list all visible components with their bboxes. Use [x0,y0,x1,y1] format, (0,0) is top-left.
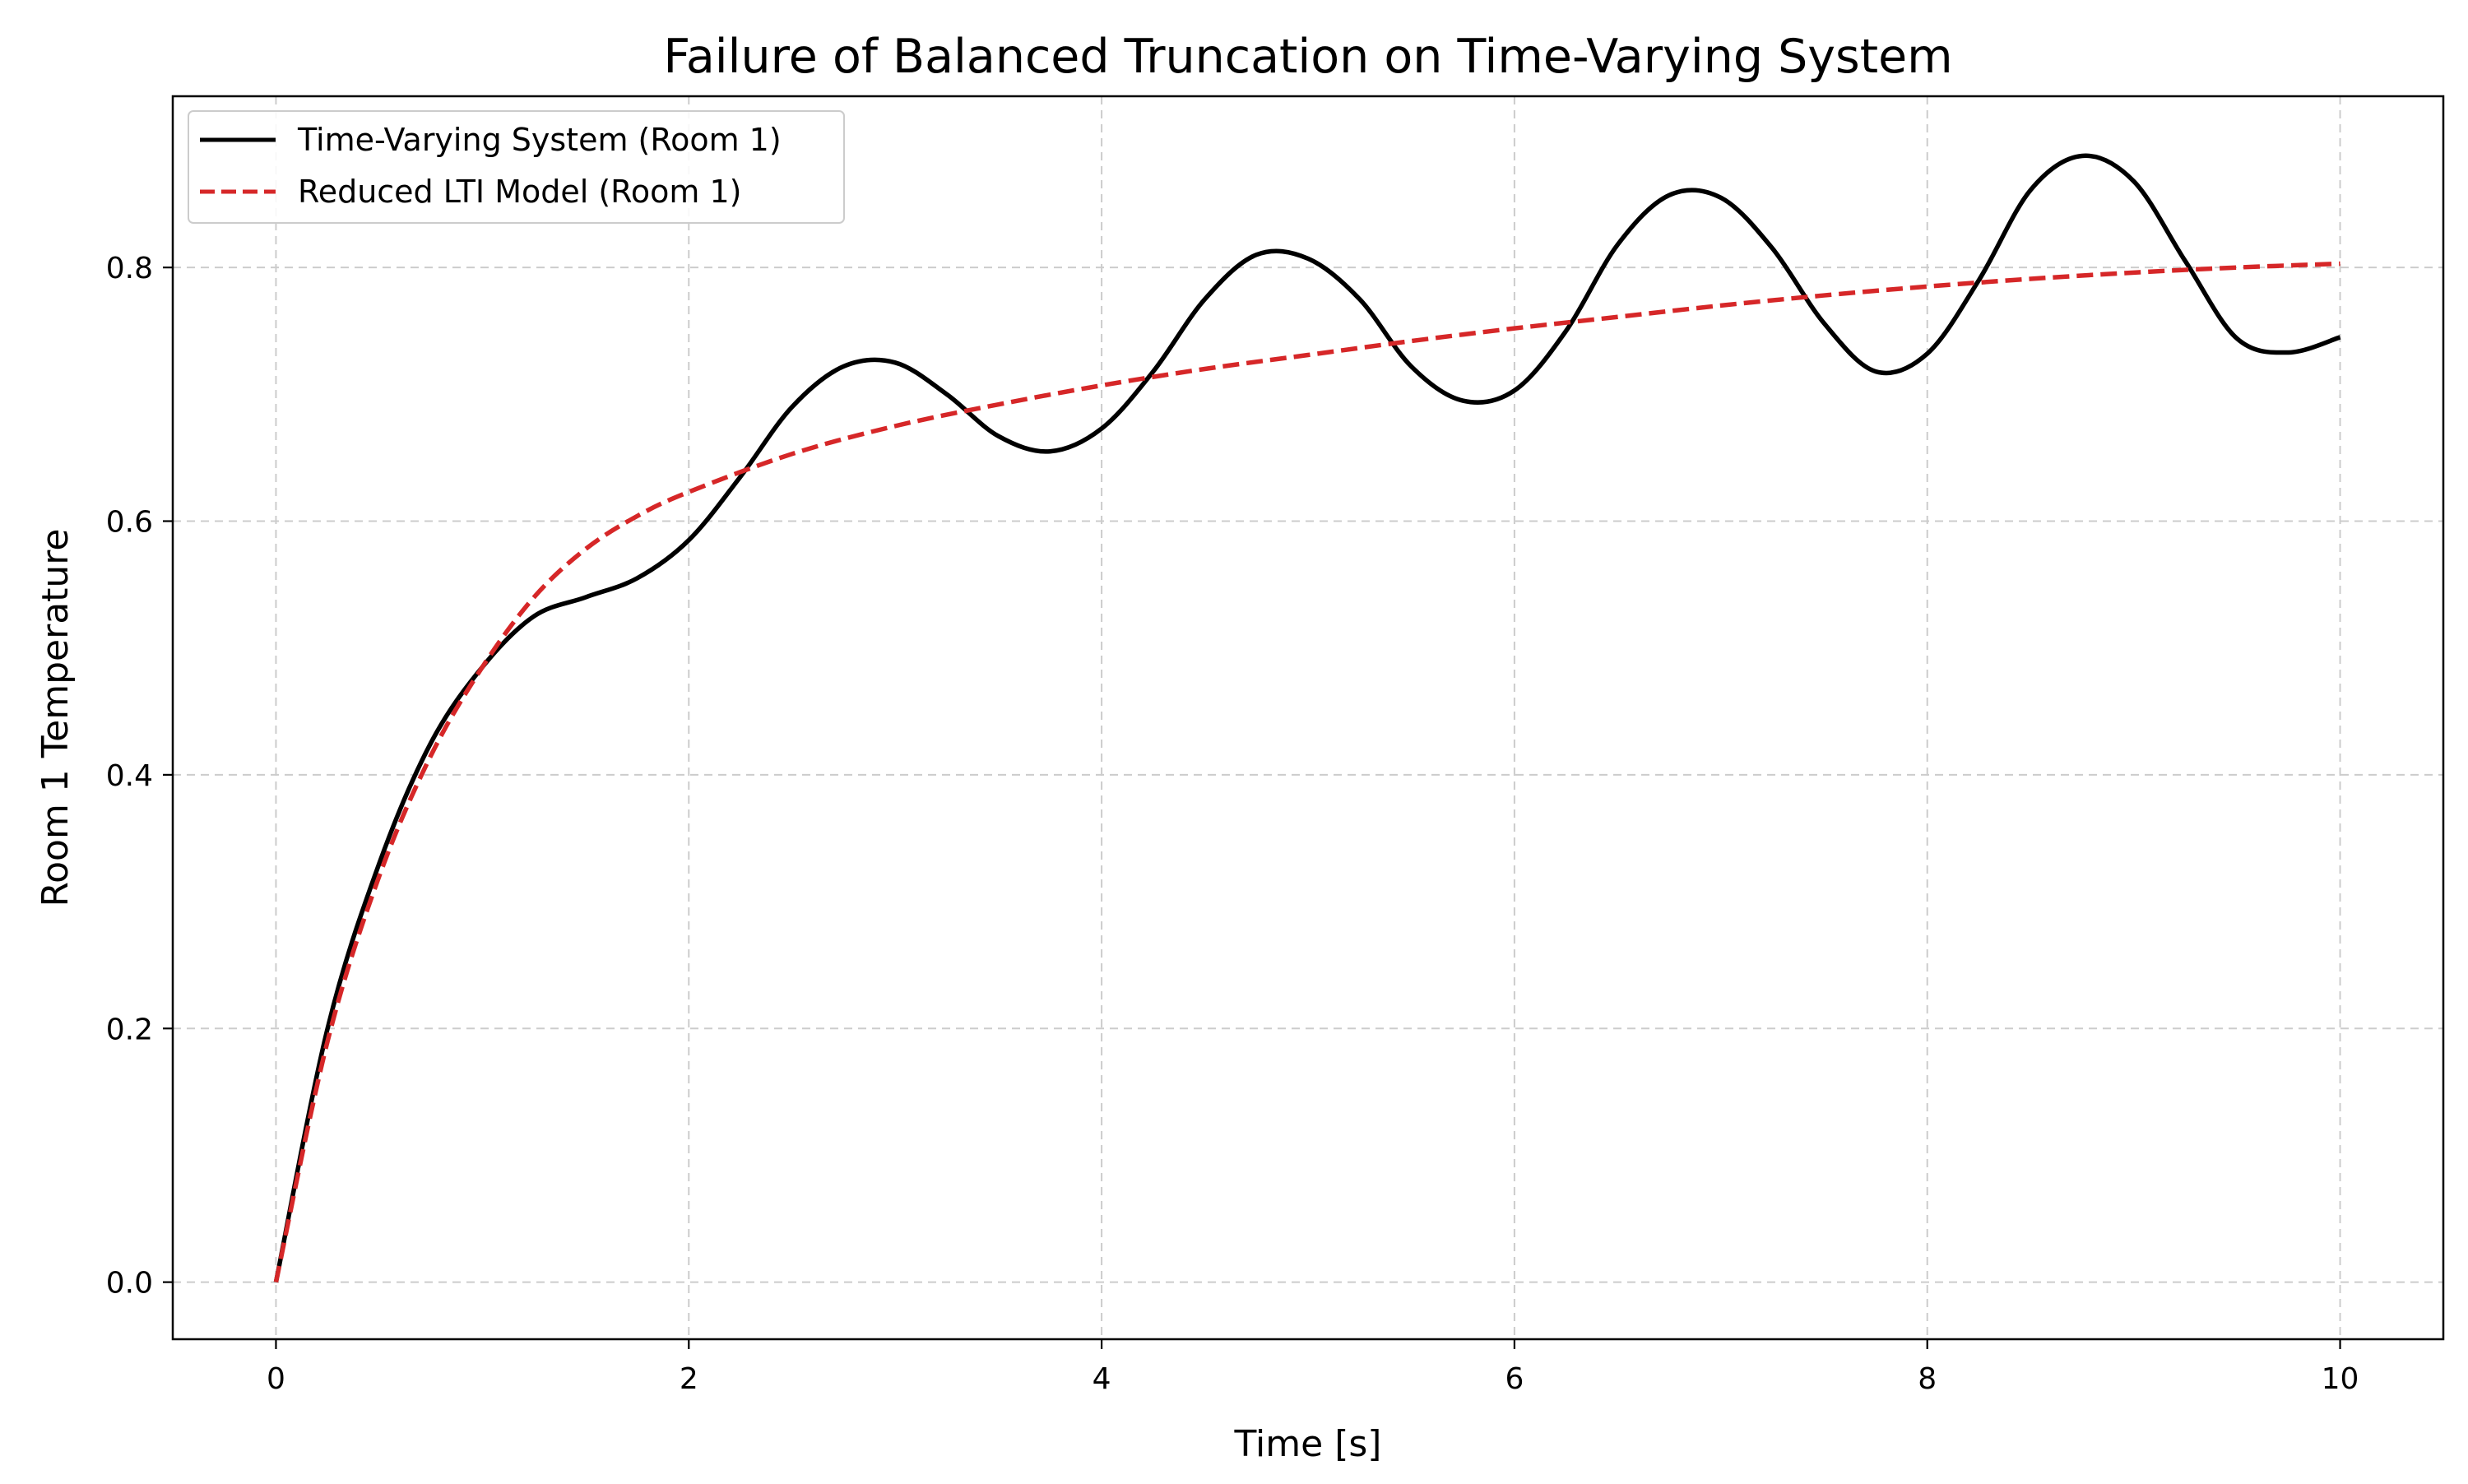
x-tick-label: 0 [267,1362,285,1396]
series-line-reduced-lti [273,261,2340,1283]
y-tick-label: 0.4 [106,759,153,793]
x-tick-label: 6 [1505,1362,1524,1396]
x-tick-label: 4 [1093,1362,1111,1396]
legend-label-reduced-lti: Reduced LTI Model (Room 1) [298,174,741,210]
y-tick-label: 0.8 [106,252,153,285]
y-tick-label: 0.6 [106,506,153,540]
series-line-time-varying [273,153,2341,1283]
legend-label-time-varying: Time-Varying System (Room 1) [297,122,782,158]
y-axis-label: Room 1 Temperature [35,529,77,907]
y-tick-label: 0.0 [106,1267,153,1301]
legend-box [188,110,845,224]
x-tick-label: 10 [2322,1362,2359,1396]
series-layer [273,153,2341,1283]
y-tick-label: 0.2 [106,1013,153,1046]
x-tick-label: 2 [680,1362,698,1396]
tick-layer: 0 2 4 6 8 10 0.0 0.2 0.4 0.6 0.8 [106,252,2359,1396]
chart-title: Failure of Balanced Truncation on Time-V… [663,30,1952,84]
x-axis-label: Time [s] [1234,1423,1382,1465]
grid-layer [173,96,2443,1339]
plot-frame [171,95,2445,1341]
legend: Time-Varying System (Room 1) Reduced LTI… [188,110,845,224]
x-tick-label: 8 [1918,1362,1937,1396]
